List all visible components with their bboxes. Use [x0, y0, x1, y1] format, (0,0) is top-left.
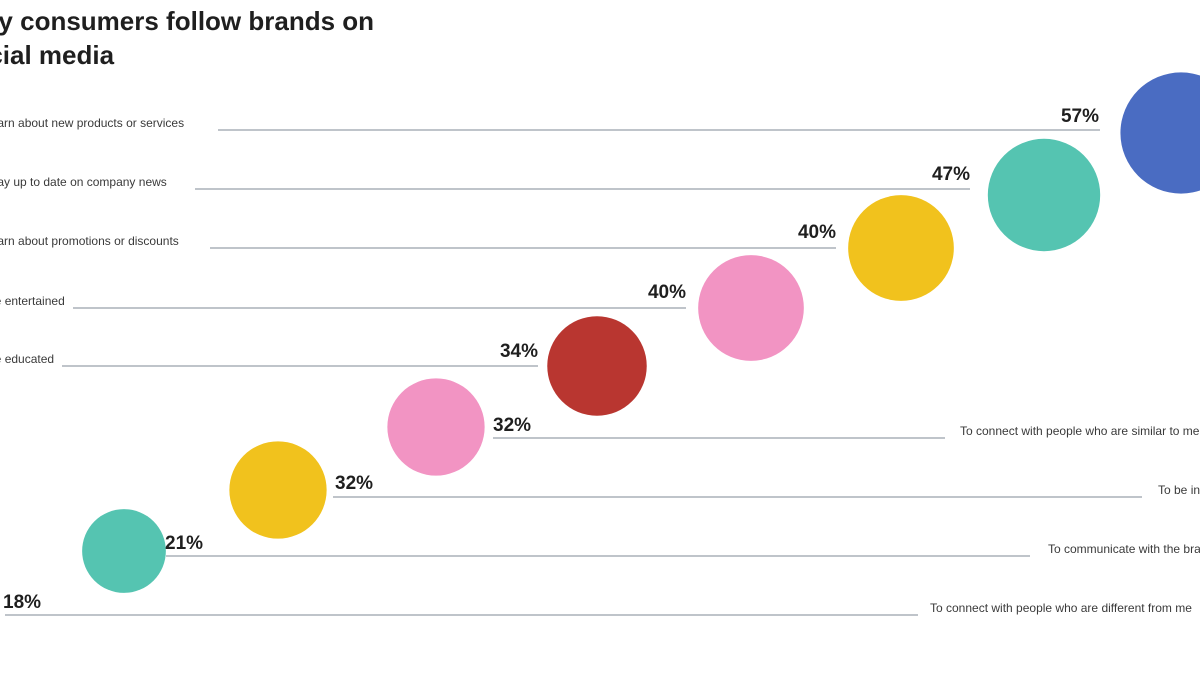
value-label: 57% [1061, 106, 1099, 127]
bubble [82, 509, 166, 593]
value-label: 40% [798, 222, 836, 243]
value-label: 47% [932, 164, 970, 185]
value-label: 34% [500, 341, 538, 362]
category-label: To be inspired [1158, 483, 1200, 497]
bubble [387, 378, 485, 476]
chart-title: Why consumers follow brands on social me… [0, 6, 375, 70]
category-label: To learn about promotions or discounts [0, 234, 179, 248]
bubble [698, 255, 804, 361]
bubble [547, 316, 647, 416]
value-label: 40% [648, 282, 686, 303]
category-label: To connect with people who are different… [930, 601, 1192, 615]
bubble [848, 195, 954, 301]
category-label: To stay up to date on company news [0, 175, 167, 189]
category-label: To be entertained [0, 294, 65, 308]
value-label: 21% [165, 533, 203, 554]
value-label: 32% [493, 415, 531, 436]
category-label: To be educated [0, 352, 54, 366]
value-label: 32% [335, 473, 373, 494]
bubble [987, 138, 1101, 252]
bubble [1120, 72, 1200, 194]
value-label: 18% [3, 592, 41, 613]
category-label: To communicate with the brand [1048, 542, 1200, 556]
category-label: To connect with people who are similar t… [960, 424, 1200, 438]
category-label: To learn about new products or services [0, 116, 184, 130]
bubble [229, 441, 327, 539]
